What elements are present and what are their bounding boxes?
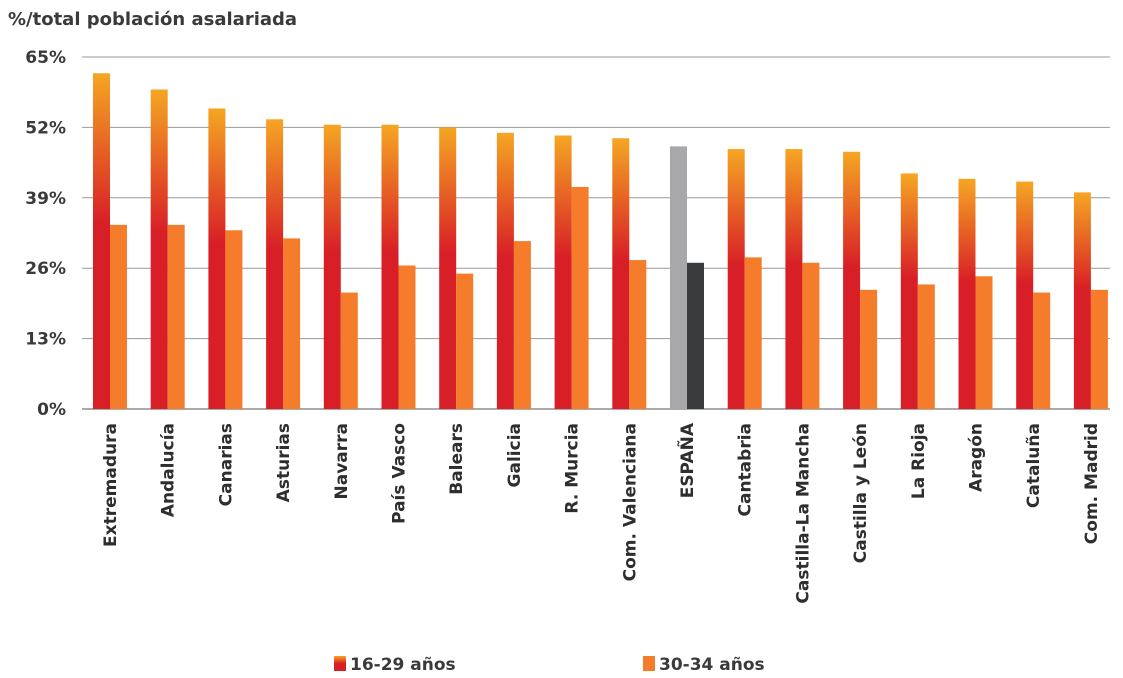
- x-category-label: Com. Valenciana: [620, 423, 640, 581]
- bar-30-34: [571, 186, 589, 409]
- legend-label-30-34: 30-34 años: [659, 655, 765, 675]
- bar-16-29: [323, 124, 341, 409]
- x-category-label: Balears: [447, 423, 467, 495]
- bar-16-29: [150, 89, 168, 409]
- y-tick-label: 0%: [37, 400, 66, 420]
- bar-16-29: [381, 124, 399, 409]
- x-category-label: Extremadura: [101, 423, 121, 547]
- bar-16-29: [843, 151, 861, 409]
- bar-30-34: [687, 262, 704, 409]
- x-category-label: Castilla y León: [851, 423, 871, 563]
- bar-30-34: [513, 241, 531, 409]
- bar-30-34: [1090, 289, 1108, 409]
- x-category-label: País Vasco: [390, 423, 410, 524]
- legend: 16-29 años 30-34 años: [334, 655, 765, 675]
- x-category-label: ESPAÑA: [675, 422, 698, 498]
- bar-16-29: [439, 127, 457, 410]
- legend-swatch-30-34: [643, 656, 655, 671]
- y-tick-label: 13%: [25, 330, 66, 350]
- bar-16-29: [93, 73, 110, 409]
- bar-16-29: [958, 178, 976, 409]
- x-axis-categories: Extremadura Andalucía Canarias Asturias Nava…: [101, 422, 1102, 603]
- bar-16-29: [785, 149, 803, 410]
- bar-30-34: [917, 284, 935, 409]
- y-tick-label: 52%: [25, 118, 66, 138]
- grid: [82, 56, 1110, 410]
- x-category-label: Cataluña: [1024, 423, 1044, 508]
- bar-30-34: [340, 292, 358, 409]
- bar-16-29: [554, 135, 572, 409]
- legend-label-16-29: 16-29 años: [350, 655, 456, 675]
- bar-30-34: [629, 260, 647, 409]
- y-axis-ticks: 0% 13% 26% 39% 52% 65%: [25, 48, 66, 420]
- x-category-label: Castilla-La Mancha: [793, 423, 813, 604]
- x-category-label: Navarra: [332, 423, 352, 500]
- bar-30-34: [110, 224, 127, 409]
- legend-swatch-16-29: [334, 656, 346, 671]
- bar-30-34: [398, 265, 416, 409]
- y-tick-label: 65%: [25, 48, 66, 68]
- bar-30-34: [283, 238, 301, 409]
- bar-16-29: [900, 173, 918, 409]
- bar-30-34: [225, 230, 243, 409]
- x-category-label: Aragón: [967, 423, 987, 492]
- bar-30-34: [975, 276, 993, 409]
- bar-16-29: [208, 108, 226, 409]
- bars: [93, 73, 1108, 410]
- x-category-label: Andalucía: [159, 423, 179, 517]
- bar-30-34: [802, 262, 820, 409]
- bar-16-29: [496, 132, 514, 410]
- x-category-label: Asturias: [274, 423, 294, 502]
- bar-16-29: [1016, 181, 1034, 409]
- x-category-label: La Rioja: [909, 423, 929, 499]
- x-category-label: R. Murcia: [563, 423, 583, 514]
- bar-30-34: [456, 273, 474, 409]
- x-category-label: Galicia: [505, 423, 525, 487]
- bar-30-34: [1033, 292, 1051, 409]
- y-axis-title: %/total población asalariada: [8, 9, 297, 30]
- bar-16-29: [1073, 192, 1091, 409]
- x-category-label: Cantabria: [736, 423, 756, 517]
- bar-30-34: [167, 224, 185, 409]
- bar-30-34: [744, 257, 762, 409]
- bar-16-29: [670, 146, 687, 409]
- bar-30-34: [860, 289, 878, 409]
- bar-16-29: [612, 138, 630, 409]
- bar-16-29: [266, 119, 284, 410]
- y-tick-label: 26%: [25, 259, 66, 279]
- x-category-label: Canarias: [216, 423, 236, 506]
- y-tick-label: 39%: [25, 189, 66, 209]
- bar-16-29: [727, 149, 745, 410]
- x-category-label: Com. Madrid: [1082, 423, 1102, 544]
